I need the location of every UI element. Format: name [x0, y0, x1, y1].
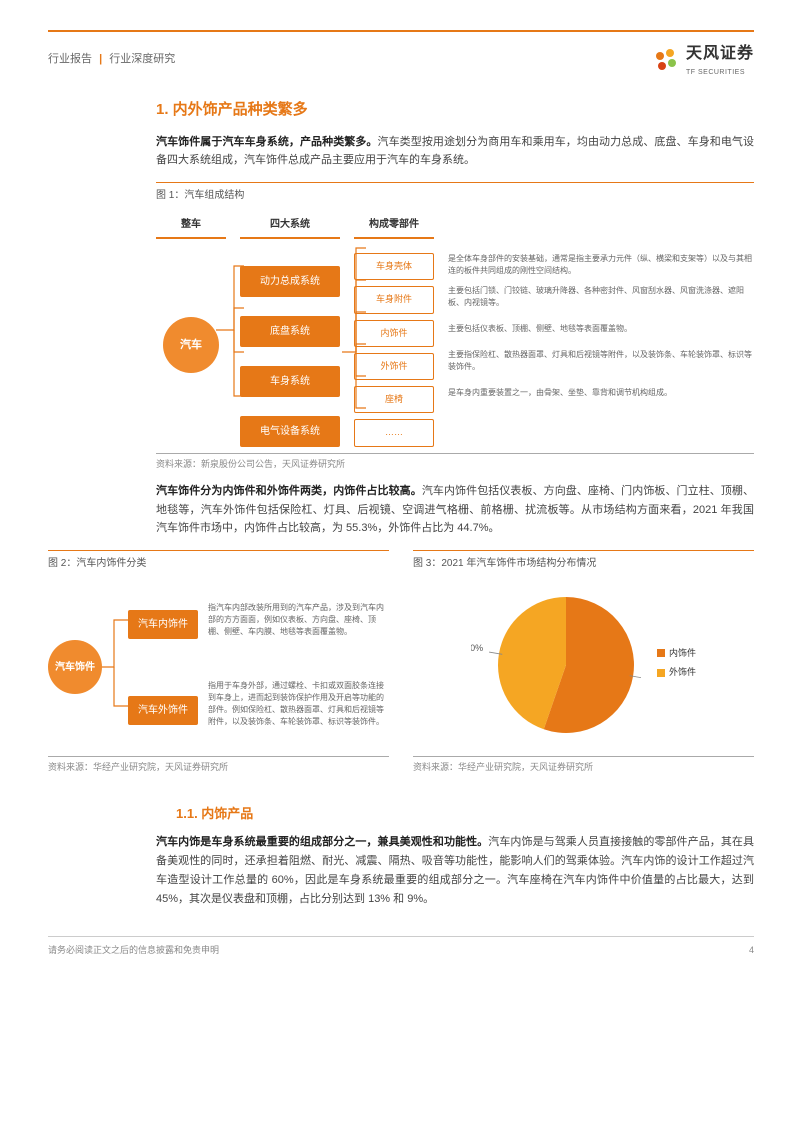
fig2-branch-1: 汽车外饰件 — [128, 696, 198, 725]
legend-swatch-1 — [657, 669, 665, 677]
para1-bold: 汽车饰件属于汽车车身系统，产品种类繁多。 — [156, 136, 378, 148]
fig1-sys-0: 动力总成系统 — [240, 266, 340, 297]
fig1-desc-2: 主要包括仪表板、顶棚、侧壁、地毯等表面覆盖物。 — [448, 316, 754, 342]
breadcrumb: 行业报告 | 行业深度研究 — [48, 50, 175, 69]
fig1-sys-3: 电气设备系统 — [240, 416, 340, 447]
fig1-desc-1: 主要包括门锁、门铰链、玻璃升降器、各种密封件、风窗刮水器、风窗洗涤器、遮阳板、内… — [448, 284, 754, 310]
figure1-source: 资料来源：新泉股份公司公告，天风证券研究所 — [156, 453, 754, 472]
fig1-desc-3: 主要指保险杠、散热器面罩、灯具和后视镜等附件，以及装饰条、车轮装饰罩、标识等装饰… — [448, 348, 754, 374]
fig1-root: 汽车 — [163, 317, 219, 373]
logo-en: TF SECURITIES — [686, 67, 754, 79]
fig1-col2-header: 四大系统 — [240, 212, 340, 239]
s11-bold: 汽车内饰是车身系统最重要的组成部分之一，兼具美观性和功能性。 — [156, 836, 488, 848]
fig2-desc-0: 指汽车内部改装所用到的汽车产品，涉及到汽车内部的方方面面，例如仪表板、方向盘、座… — [208, 602, 388, 638]
breadcrumb-sep: | — [99, 53, 102, 65]
fig1-comp-1: 车身附件 — [354, 286, 434, 313]
figure3-legend: 内饰件 外饰件 — [657, 646, 696, 685]
fig2-desc-1: 指用于车身外部，通过螺栓、卡扣或双面胶条连接到车身上，进而起到装饰保护作用及开启… — [208, 680, 388, 728]
breadcrumb-sub: 行业深度研究 — [109, 53, 175, 65]
para2: 汽车饰件分为内饰件和外饰件两类，内饰件占比较高。汽车内饰件包括仪表板、方向盘、座… — [156, 482, 754, 538]
figure3-caption: 图 3：2021 年汽车饰件市场结构分布情况 — [413, 550, 754, 572]
figure1-diagram: 整车 汽车 四大系统 动力总成系统 底盘系统 车身系统 电气设备系统 构成零部件… — [156, 212, 754, 447]
logo: 天风证券 TF SECURITIES — [652, 40, 754, 79]
fig1-comp-5: …… — [354, 419, 434, 446]
legend-label-0: 内饰件 — [669, 646, 696, 661]
fig1-comp-0: 车身壳体 — [354, 253, 434, 280]
svg-text:44.70%: 44.70% — [471, 643, 483, 653]
footer-disclaimer: 请务必阅读正文之后的信息披露和免责申明 — [48, 943, 219, 958]
footer-page: 4 — [749, 943, 754, 958]
legend-item-1: 外饰件 — [657, 665, 696, 680]
fig1-col1-header: 整车 — [156, 212, 226, 239]
figure3-source: 资料来源：华经产业研究院，天风证券研究所 — [413, 756, 754, 775]
legend-item-0: 内饰件 — [657, 646, 696, 661]
section1-para1: 汽车饰件属于汽车车身系统，产品种类繁多。汽车类型按用途划分为商用车和乘用车，均由… — [156, 133, 754, 170]
para2-bold: 汽车饰件分为内饰件和外饰件两类，内饰件占比较高。 — [156, 485, 422, 497]
header: 行业报告 | 行业深度研究 天风证券 TF SECURITIES — [48, 40, 754, 79]
section1-1-title: 1.1. 内饰产品 — [176, 803, 754, 825]
breadcrumb-cat: 行业报告 — [48, 53, 92, 65]
fig1-comp-2: 内饰件 — [354, 320, 434, 347]
legend-label-1: 外饰件 — [669, 665, 696, 680]
section1-1-para: 汽车内饰是车身系统最重要的组成部分之一，兼具美观性和功能性。汽车内饰是与驾乘人员… — [156, 833, 754, 908]
figure2-caption: 图 2：汽车内饰件分类 — [48, 550, 389, 572]
top-rule — [48, 30, 754, 32]
logo-icon — [652, 46, 680, 74]
figure2-source: 资料来源：华经产业研究院，天风证券研究所 — [48, 756, 389, 775]
fig1-comp-4: 座椅 — [354, 386, 434, 413]
figure1: 图 1：汽车组成结构 整车 汽车 四大系统 动力总成系统 底盘系统 车身系统 电… — [156, 182, 754, 472]
fig2-root: 汽车饰件 — [48, 640, 102, 694]
figure3-chart: 55.30%44.70% 内饰件 外饰件 — [413, 580, 754, 750]
fig1-sys-2: 车身系统 — [240, 366, 340, 397]
footer: 请务必阅读正文之后的信息披露和免责申明 4 — [48, 937, 754, 958]
figure1-caption: 图 1：汽车组成结构 — [156, 182, 754, 204]
section-title: 1. 内外饰产品种类繁多 — [156, 97, 754, 123]
fig1-desc-4: 是车身内重要装置之一，由骨架、坐垫、靠背和调节机构组成。 — [448, 380, 754, 406]
fig1-comp-3: 外饰件 — [354, 353, 434, 380]
fig1-sys-1: 底盘系统 — [240, 316, 340, 347]
legend-swatch-0 — [657, 649, 665, 657]
fig1-desc-0: 是全体车身部件的安装基础，通常是指主要承力元件（纵、横梁和支架等）以及与其相连的… — [448, 252, 754, 278]
fig1-col3-header: 构成零部件 — [354, 212, 434, 239]
fig2-branch-0: 汽车内饰件 — [128, 610, 198, 639]
figures-2-3: 图 2：汽车内饰件分类 汽车饰件 汽车内饰件 指汽车内部改装所用到的汽车产品，涉… — [48, 550, 754, 775]
logo-cn: 天风证券 — [686, 40, 754, 67]
figure2-diagram: 汽车饰件 汽车内饰件 指汽车内部改装所用到的汽车产品，涉及到汽车内部的方方面面，… — [48, 580, 389, 750]
